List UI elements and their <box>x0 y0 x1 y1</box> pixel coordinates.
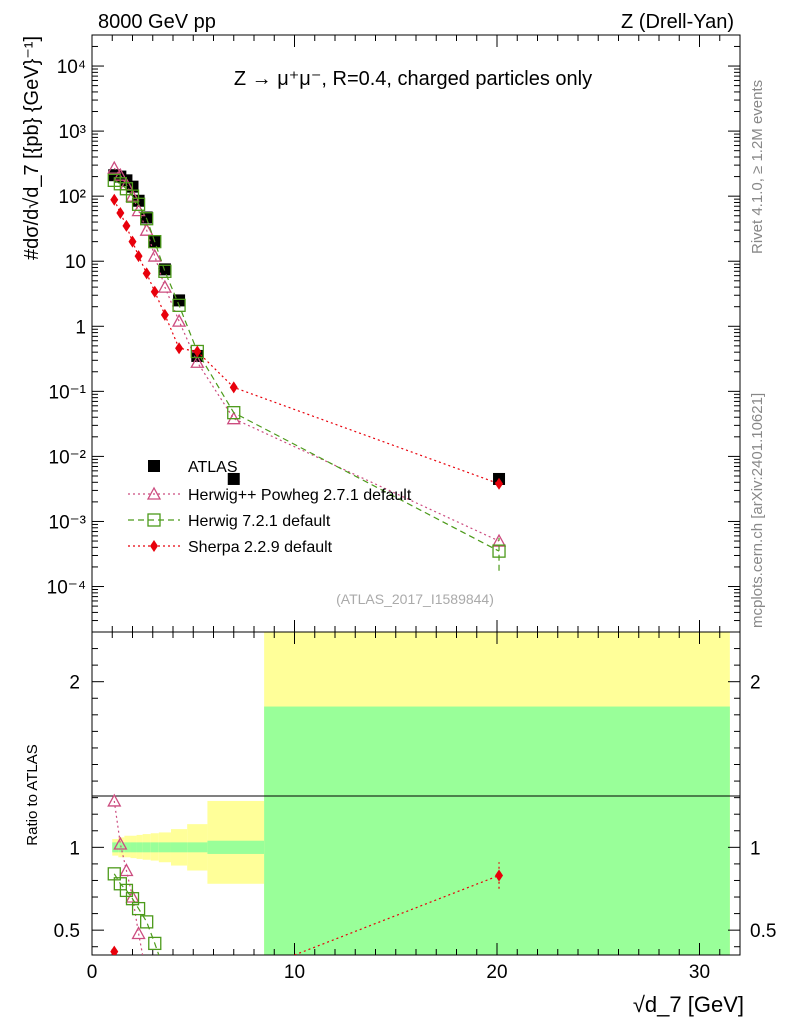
legend: ATLAS Herwig++ Powheg 2.7.1 default Herwig… <box>128 459 412 556</box>
ratio-y-tick-label-left: 2 <box>69 673 80 694</box>
sherpa-2-2-9-default-point <box>150 285 159 298</box>
herwig-7-2-1-default-point <box>140 212 154 226</box>
herwig-7-2-1-default-ratio-point <box>148 936 162 951</box>
y-axis-label: #dσ/d√d_7 [{pb} {GeV}⁻¹] <box>21 36 43 260</box>
ratio-y-tick-label-right: 0.5 <box>750 921 776 942</box>
herwig-powheg-2-7-1-default-point <box>139 222 154 236</box>
legend-label-herwig-powheg-2-7-1-default: Herwig++ Powheg 2.7.1 default <box>188 487 412 504</box>
x-tick-label: 10 <box>284 962 305 983</box>
main-y-tick-label: 10 <box>65 252 86 273</box>
herwig-7-2-1-default-point <box>172 298 186 312</box>
sherpa-2-2-9-default-point <box>160 308 169 321</box>
sherpa-2-2-9-default-point <box>116 207 125 220</box>
ratio-y-tick-label-right: 1 <box>750 838 761 859</box>
x-axis-label: √d_7 [GeV] <box>633 992 744 1017</box>
sherpa-2-2-9-default-point <box>128 235 137 248</box>
x-tick-label: 20 <box>486 962 507 983</box>
x-tick-label: 30 <box>689 962 710 983</box>
x-tick-label: 0 <box>87 962 98 983</box>
sherpa-2-2-9-default-point <box>193 345 202 358</box>
main-y-tick-label: 10⁻⁴ <box>47 578 86 599</box>
ratio-stat-band <box>264 706 730 955</box>
ratio-stat-band <box>130 842 137 853</box>
herwig-powheg-2-7-1-default-ratio-point <box>131 926 146 940</box>
analysis-id: (ATLAS_2017_I1589844) <box>336 591 494 607</box>
herwig-7-2-1-default-ratio-point <box>131 901 146 916</box>
sherpa-2-2-9-default-point <box>134 250 143 263</box>
atlas-point <box>227 472 240 485</box>
ratio-stat-band <box>150 842 159 853</box>
herwig-powheg-2-7-1-default-point <box>171 313 187 327</box>
ratio-y-tick-label-left: 1 <box>69 838 80 859</box>
legend-label-sherpa-2-2-9-default: Sherpa 2.2.9 default <box>188 539 333 556</box>
legend-marker-atlas <box>148 460 160 472</box>
legend-label-herwig-7-2-1-default: Herwig 7.2.1 default <box>188 513 331 530</box>
sherpa-2-2-9-default-ratio-point <box>495 869 504 882</box>
ratio-stat-band <box>187 842 208 853</box>
legend-marker-herwig-7-2-1-default <box>147 513 161 527</box>
ratio-uncertainty-bands <box>112 632 730 955</box>
herwig-7-2-1-default-point <box>148 234 162 249</box>
herwig-powheg-2-7-1-default-point <box>107 160 122 174</box>
main-y-axis-ticks: 10⁻⁴ 10⁻³ 10⁻² 10⁻¹ 1 10 10² 10³ 10⁴ <box>47 34 740 633</box>
ratio-y-axis-label: Ratio to ATLAS <box>24 744 41 845</box>
sherpa-2-2-9-default-ratio-point <box>110 945 119 955</box>
herwig-7-2-1-default-point <box>131 197 146 211</box>
main-y-tick-label: 10⁻² <box>49 447 87 468</box>
herwig-powheg-2-7-1-default-point <box>147 248 162 262</box>
herwig-7-2-1-default-ratio-point <box>140 915 154 929</box>
herwig-powheg-2-7-1-default-ratio-point <box>107 793 122 807</box>
main-y-tick-label: 1 <box>75 317 86 338</box>
mcplots-label: mcplots.cern.ch [arXiv:2401.10621] <box>749 393 766 628</box>
sherpa-2-2-9-default-ratio-line <box>294 874 500 955</box>
sherpa-2-2-9-default-point <box>110 193 119 206</box>
collision-label: 8000 GeV pp <box>98 11 216 33</box>
plot-title: Z → μ⁺μ⁻, R=0.4, charged particles only <box>234 68 592 90</box>
ratio-stat-band <box>124 842 131 853</box>
atlas-point <box>158 263 171 276</box>
process-label: Z (Drell-Yan) <box>621 11 734 33</box>
herwig-powheg-2-7-1-default-point <box>157 279 172 293</box>
ratio-stat-band <box>136 842 143 853</box>
ratio-y-tick-label-left: 0.5 <box>54 921 80 942</box>
rivet-version-label: Rivet 4.1.0, ≥ 1.2M events <box>749 80 766 254</box>
ratio-y-axis-ticks: 0.5 0.5 1 1 2 2 <box>54 631 776 948</box>
herwig-powheg-2-7-1-default-ratio-point <box>113 836 128 850</box>
herwig-powheg-2-7-1-default-ratio-line <box>113 800 144 955</box>
herwig-7-2-1-default-point <box>158 264 172 278</box>
main-y-tick-label: 10⁻¹ <box>49 382 87 403</box>
herwig-powheg-2-7-1-default-point <box>190 354 205 368</box>
sherpa-2-2-9-default-line <box>113 199 500 485</box>
ratio-stat-band <box>170 842 188 853</box>
ratio-data-series <box>107 793 504 955</box>
herwig-7-2-1-default-point <box>227 406 241 420</box>
legend-marker-herwig-powheg-2-7-1-default <box>146 486 162 500</box>
ratio-stat-band <box>142 842 151 853</box>
herwig-7-2-1-default-line <box>113 179 500 552</box>
sherpa-2-2-9-default-point <box>122 219 131 232</box>
sherpa-2-2-9-default-point <box>142 267 151 280</box>
ratio-y-tick-label-right: 2 <box>750 673 761 694</box>
main-data-series <box>107 160 507 571</box>
herwig-powheg-2-7-1-default-ratio-point <box>119 863 134 877</box>
sherpa-2-2-9-default-point <box>495 477 504 490</box>
main-x-axis-ticks <box>91 35 741 632</box>
ratio-stat-band <box>207 840 265 854</box>
ratio-stat-band <box>158 842 171 853</box>
main-y-tick-label: 10⁴ <box>57 57 86 78</box>
legend-marker-sherpa-2-2-9-default <box>150 540 158 552</box>
herwig-powheg-2-7-1-default-line <box>113 167 500 542</box>
main-y-tick-label: 10⁻³ <box>49 512 87 533</box>
ratio-x-axis-ticks: 0 10 20 30 <box>87 632 741 983</box>
main-y-tick-label: 10² <box>59 187 86 208</box>
sherpa-2-2-9-default-point <box>175 342 184 355</box>
sherpa-2-2-9-default-point <box>229 381 238 394</box>
legend-label-atlas: ATLAS <box>188 459 238 476</box>
main-y-tick-label: 10³ <box>59 122 86 143</box>
